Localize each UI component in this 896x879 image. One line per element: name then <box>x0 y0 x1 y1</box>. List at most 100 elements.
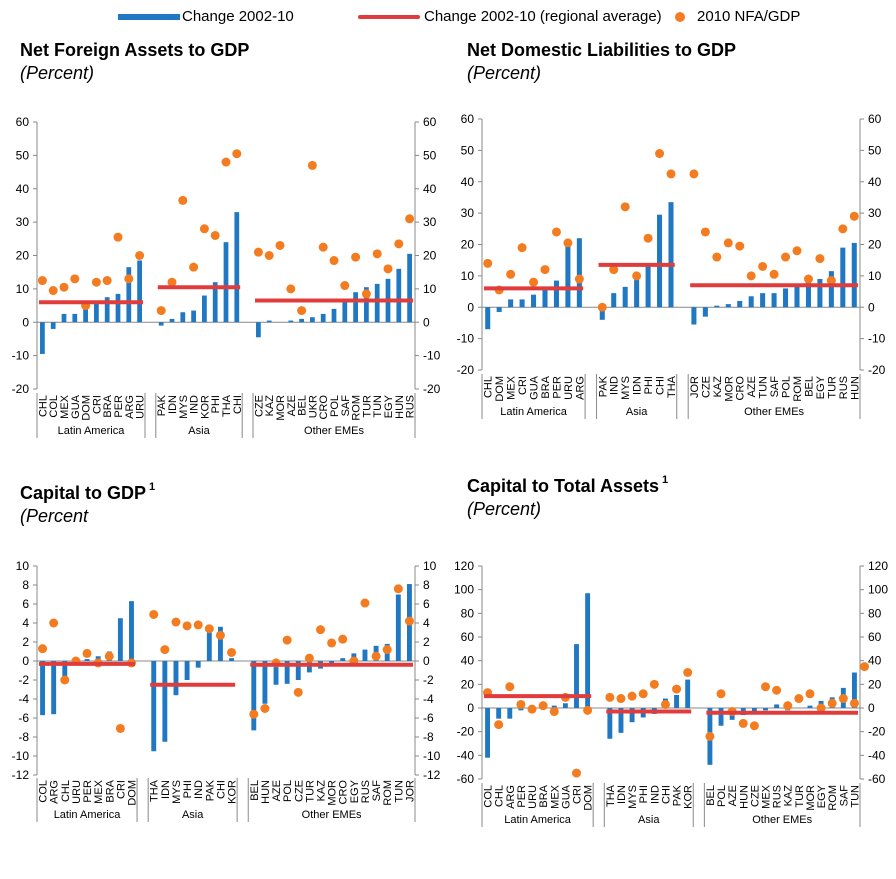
chart-panel-4: -60 -60 -40 -40 -20 -20 0 0 20 20 40 40 60 60 80 80 100 1… <box>454 559 888 827</box>
category-label: CRI <box>115 780 127 799</box>
bar <box>685 679 691 708</box>
y-tick-label-right: 100 <box>868 583 888 597</box>
group-label: Latin America <box>58 425 126 437</box>
category-label: SAF <box>340 395 352 417</box>
bar <box>805 282 811 308</box>
dot <box>293 687 303 697</box>
bar <box>599 307 605 320</box>
category-label: EGY <box>816 784 828 808</box>
category-label: MOR <box>805 785 817 811</box>
dot <box>104 651 114 661</box>
category-label: CRO <box>338 780 350 805</box>
bar <box>840 247 846 308</box>
dot <box>113 232 123 242</box>
dot <box>758 261 768 271</box>
bar <box>206 632 212 661</box>
category-label: ROM <box>351 395 363 421</box>
dot <box>826 276 836 286</box>
y-tick-label-right: 2 <box>423 635 430 649</box>
category-label: TUR <box>794 785 806 808</box>
dot <box>383 264 393 274</box>
category-label: KOR <box>683 785 695 809</box>
bar <box>691 307 697 325</box>
category-label: ARG <box>505 785 517 809</box>
category-label: RUS <box>405 395 417 418</box>
group-label: Asia <box>626 406 648 418</box>
bar <box>783 288 789 308</box>
chart-panel-2: -20 -20 -10 -10 0 0 10 10 20 20 30 30 40 40 50 50 60 60 CH… <box>457 112 886 419</box>
category-label: PER <box>113 395 125 418</box>
bar <box>83 308 88 323</box>
chart-panel-3: -12 -12 -10 -10 -8 -8 -6 -6 -4 -4 -2 -2 0 0 2 2 4 4 6 6 8 8 10… <box>12 559 441 822</box>
dot <box>382 645 392 655</box>
category-label: MOR <box>275 395 287 421</box>
bar <box>828 271 834 308</box>
panel-2-subtitle: (Percent) <box>467 63 542 83</box>
dot <box>393 584 403 594</box>
bar <box>229 658 235 661</box>
category-label: EGY <box>383 394 395 418</box>
bar <box>551 705 557 708</box>
dot <box>605 692 615 702</box>
bar <box>771 293 777 308</box>
dot <box>551 227 561 237</box>
category-label: AZE <box>746 376 758 397</box>
bar <box>374 283 380 323</box>
y-tick-label-left: -2 <box>18 673 29 687</box>
category-label: KOR <box>199 395 211 419</box>
y-tick-label-right: 30 <box>423 215 437 229</box>
dot <box>405 214 415 224</box>
bar <box>61 313 67 323</box>
category-label: URU <box>563 376 575 400</box>
category-label: MEX <box>549 784 561 809</box>
dot <box>115 723 125 733</box>
legend-bar-swatch <box>118 13 180 20</box>
y-tick-label-right: 0 <box>423 315 430 329</box>
dot <box>59 282 69 292</box>
category-label: CZE <box>749 785 761 807</box>
dot <box>307 160 317 170</box>
category-label: MYS <box>178 395 190 419</box>
dot <box>527 704 537 714</box>
dot <box>232 149 242 159</box>
bar <box>657 214 663 308</box>
bar <box>40 322 45 354</box>
y-tick-label-right: 20 <box>868 677 882 691</box>
category-label: POL <box>282 780 294 802</box>
y-tick-label-left: 120 <box>454 559 474 573</box>
y-tick-label-right: -60 <box>868 772 886 786</box>
dot <box>772 685 782 695</box>
bar <box>342 302 348 323</box>
category-label: CRI <box>572 785 584 804</box>
chart-panel-1: -20 -20 -10 -10 0 0 10 10 20 20 30 30 40 40 50 50 60 60 CH… <box>12 115 441 438</box>
dot <box>540 265 550 275</box>
dot <box>60 675 70 685</box>
bar <box>191 310 196 323</box>
y-tick-label-right: 20 <box>868 238 882 252</box>
dot <box>616 694 626 704</box>
y-tick-label-right: -10 <box>423 349 441 363</box>
category-label: PER <box>516 785 528 808</box>
category-label: KAZ <box>264 395 276 417</box>
bar <box>668 202 674 308</box>
bar <box>158 322 164 326</box>
dot <box>329 256 339 266</box>
y-tick-label-right: 10 <box>868 269 882 283</box>
y-tick-label-right: -20 <box>868 363 886 377</box>
category-label: CHI <box>215 780 227 799</box>
category-label: TUR <box>361 395 373 418</box>
category-label: THA <box>666 375 678 398</box>
category-label: RUS <box>838 376 850 399</box>
dot <box>318 242 328 252</box>
category-label: PHI <box>182 780 194 798</box>
category-label: COL <box>38 780 50 803</box>
dot <box>48 286 58 296</box>
category-label: KAZ <box>316 780 328 802</box>
y-tick-label-right: 50 <box>423 148 437 162</box>
dot <box>735 241 745 251</box>
dot <box>210 230 220 240</box>
bar <box>629 708 635 723</box>
bar <box>310 317 315 323</box>
y-tick-label-left: 10 <box>461 269 475 283</box>
bar <box>40 661 46 716</box>
